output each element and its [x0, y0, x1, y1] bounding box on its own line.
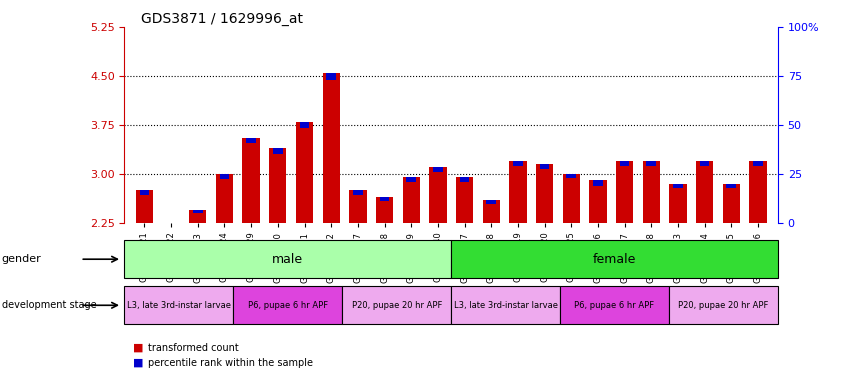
- Bar: [349, 190, 367, 223]
- Bar: [403, 177, 420, 223]
- Bar: [567, 174, 576, 178]
- Bar: [135, 190, 153, 223]
- Bar: [322, 73, 340, 223]
- Bar: [563, 174, 580, 223]
- Text: percentile rank within the sample: percentile rank within the sample: [148, 358, 313, 368]
- Bar: [299, 121, 309, 128]
- Text: ■: ■: [133, 358, 143, 368]
- Bar: [246, 138, 256, 143]
- Text: development stage: development stage: [2, 300, 97, 310]
- Text: P6, pupae 6 hr APF: P6, pupae 6 hr APF: [248, 301, 328, 310]
- Bar: [590, 180, 606, 223]
- Bar: [242, 138, 260, 223]
- Bar: [193, 210, 203, 213]
- Bar: [433, 167, 442, 172]
- Bar: [326, 73, 336, 80]
- Bar: [700, 161, 709, 166]
- Text: female: female: [593, 253, 637, 266]
- Bar: [673, 184, 683, 188]
- Text: P6, pupae 6 hr APF: P6, pupae 6 hr APF: [574, 301, 654, 310]
- Bar: [513, 161, 522, 166]
- Bar: [273, 148, 283, 154]
- Bar: [376, 197, 394, 223]
- Bar: [727, 184, 736, 188]
- Bar: [509, 161, 526, 223]
- Text: ■: ■: [133, 343, 143, 353]
- Bar: [620, 161, 629, 166]
- Bar: [749, 161, 767, 223]
- Bar: [669, 184, 686, 223]
- Bar: [486, 200, 496, 204]
- Bar: [483, 200, 500, 223]
- Bar: [593, 180, 603, 185]
- Bar: [647, 161, 656, 166]
- Bar: [696, 161, 713, 223]
- Bar: [643, 161, 660, 223]
- Bar: [353, 190, 362, 195]
- Bar: [269, 148, 287, 223]
- Text: L3, late 3rd-instar larvae: L3, late 3rd-instar larvae: [453, 301, 558, 310]
- Text: P20, pupae 20 hr APF: P20, pupae 20 hr APF: [679, 301, 769, 310]
- Bar: [406, 177, 416, 182]
- Text: P20, pupae 20 hr APF: P20, pupae 20 hr APF: [352, 301, 442, 310]
- Bar: [722, 184, 740, 223]
- Text: L3, late 3rd-instar larvae: L3, late 3rd-instar larvae: [127, 301, 231, 310]
- Bar: [536, 164, 553, 223]
- Bar: [616, 161, 633, 223]
- Text: transformed count: transformed count: [148, 343, 239, 353]
- Bar: [220, 174, 230, 179]
- Bar: [754, 161, 763, 166]
- Bar: [140, 190, 149, 195]
- Bar: [540, 164, 549, 169]
- Bar: [380, 197, 389, 200]
- Bar: [167, 226, 176, 228]
- Text: male: male: [272, 253, 304, 266]
- Bar: [296, 121, 313, 223]
- Bar: [189, 210, 207, 223]
- Text: gender: gender: [2, 254, 41, 264]
- Bar: [429, 167, 447, 223]
- Bar: [216, 174, 233, 223]
- Bar: [460, 177, 469, 182]
- Bar: [456, 177, 473, 223]
- Bar: [162, 223, 180, 226]
- Text: GDS3871 / 1629996_at: GDS3871 / 1629996_at: [141, 12, 304, 25]
